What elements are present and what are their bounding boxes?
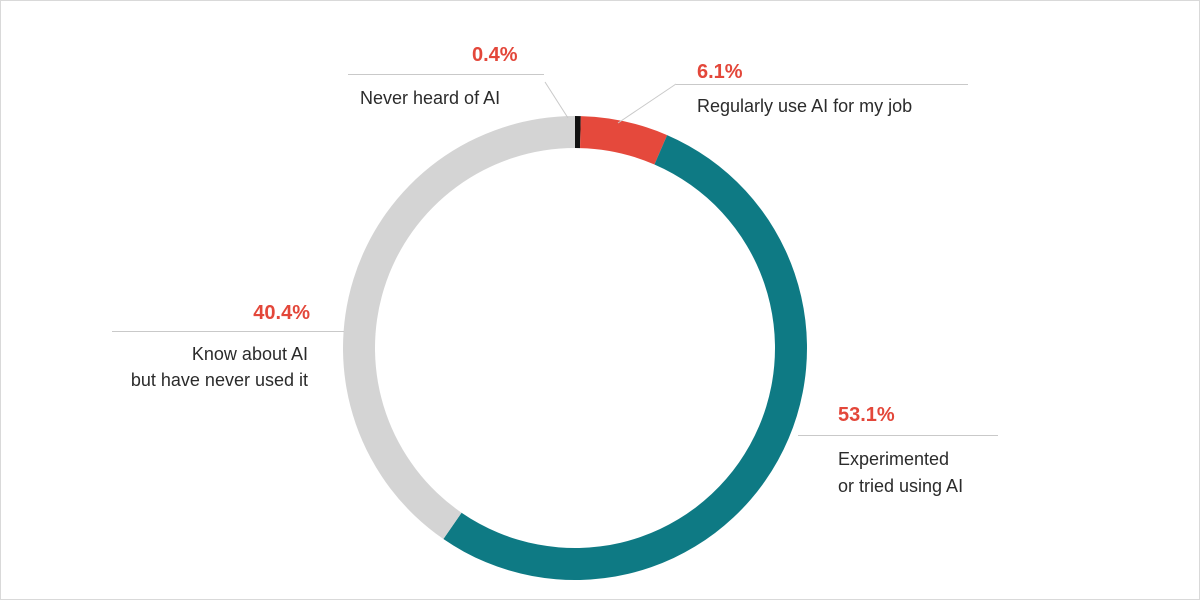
- divider-experimented: [798, 435, 998, 436]
- donut-slice-never-heard: [575, 116, 581, 149]
- donut-slices: [342, 116, 808, 581]
- slice-label-never-heard: Never heard of AI: [360, 88, 501, 108]
- leader-line-never-heard: [544, 81, 569, 119]
- divider-know-about: [112, 331, 344, 332]
- slice-value-experimented: 53.1%: [838, 404, 895, 426]
- divider-never-heard: [348, 74, 544, 75]
- donut-slice-know-about: [342, 116, 575, 540]
- slice-label-experimented-line2: or tried using AI: [838, 476, 964, 496]
- leader-line-regularly-use: [617, 83, 677, 124]
- slice-label-know-about-line1: Know about AI: [191, 344, 308, 364]
- slice-value-know-about: 40.4%: [253, 302, 310, 324]
- donut-slice-experimented: [443, 135, 808, 581]
- slice-value-regularly-use: 6.1%: [697, 61, 743, 83]
- slice-label-know-about-line2: but have never used it: [130, 370, 308, 390]
- slice-label-experimented-line1: Experimented: [838, 449, 950, 469]
- slice-label-regularly-use: Regularly use AI for my job: [697, 96, 913, 116]
- donut-slice-regularly-use: [580, 116, 668, 165]
- divider-regularly-use: [676, 84, 968, 85]
- slice-value-never-heard: 0.4%: [472, 44, 518, 66]
